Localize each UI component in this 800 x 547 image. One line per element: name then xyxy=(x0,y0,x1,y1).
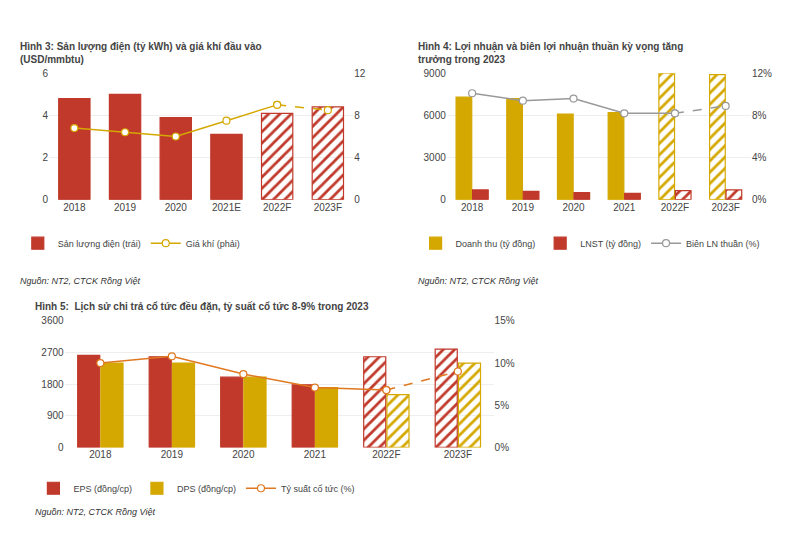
svg-text:4%: 4% xyxy=(752,152,767,163)
svg-text:5%: 5% xyxy=(495,400,510,411)
svg-text:LNST (tỷ đồng): LNST (tỷ đồng) xyxy=(580,239,641,249)
svg-text:0: 0 xyxy=(42,194,48,205)
svg-text:2020: 2020 xyxy=(232,449,255,460)
svg-text:0: 0 xyxy=(354,194,360,205)
svg-text:Nguồn: NT2, CTCK Rồng Việt: Nguồn: NT2, CTCK Rồng Việt xyxy=(418,276,538,286)
svg-text:2021: 2021 xyxy=(304,449,327,460)
svg-text:Hình 5: Lịch sử chi trả cổ tứ: Hình 5: Lịch sử chi trả cổ tức đều đặn, … xyxy=(35,301,369,313)
svg-text:Giá khí (phải): Giá khí (phải) xyxy=(186,239,240,249)
svg-text:Hình 4: Lợi nhuận và biên lợi: Hình 4: Lợi nhuận và biên lợi nhuận thuầ… xyxy=(418,41,683,65)
svg-text:2022F: 2022F xyxy=(263,202,291,213)
svg-text:2023F: 2023F xyxy=(444,449,472,460)
svg-text:2023F: 2023F xyxy=(314,202,342,213)
svg-text:2: 2 xyxy=(42,152,48,163)
svg-text:2021: 2021 xyxy=(613,202,636,213)
svg-text:Tỷ suất cổ tức (%): Tỷ suất cổ tức (%) xyxy=(281,484,355,494)
svg-text:1800: 1800 xyxy=(41,379,64,390)
svg-text:2018: 2018 xyxy=(461,202,484,213)
svg-text:0: 0 xyxy=(440,194,446,205)
svg-text:2021E: 2021E xyxy=(212,202,241,213)
svg-text:EPS (đồng/cp): EPS (đồng/cp) xyxy=(73,484,132,494)
svg-text:Hình 3: Sản lượng điện (tỷ kWh: Hình 3: Sản lượng điện (tỷ kWh) và giá k… xyxy=(20,41,262,65)
svg-text:0%: 0% xyxy=(752,194,767,205)
svg-text:9000: 9000 xyxy=(424,68,447,79)
svg-text:2023F: 2023F xyxy=(711,202,739,213)
svg-text:4: 4 xyxy=(354,152,360,163)
svg-text:Nguồn: NT2, CTCK Rồng Việt: Nguồn: NT2, CTCK Rồng Việt xyxy=(20,276,140,286)
svg-text:900: 900 xyxy=(47,410,64,421)
svg-text:2020: 2020 xyxy=(165,202,188,213)
svg-text:DPS (đồng/cp): DPS (đồng/cp) xyxy=(177,484,236,494)
svg-text:2700: 2700 xyxy=(41,347,64,358)
svg-text:10%: 10% xyxy=(495,358,515,369)
svg-text:8: 8 xyxy=(354,110,360,121)
svg-text:12: 12 xyxy=(354,68,366,79)
svg-text:3000: 3000 xyxy=(424,152,447,163)
svg-text:2018: 2018 xyxy=(63,202,86,213)
svg-text:8%: 8% xyxy=(752,110,767,121)
svg-text:2019: 2019 xyxy=(512,202,535,213)
svg-text:2019: 2019 xyxy=(161,449,184,460)
svg-text:Nguồn: NT2, CTCK Rồng Việt: Nguồn: NT2, CTCK Rồng Việt xyxy=(35,507,155,517)
svg-text:Sản lượng điện (trái): Sản lượng điện (trái) xyxy=(58,239,141,249)
svg-text:2018: 2018 xyxy=(89,449,112,460)
svg-text:2019: 2019 xyxy=(114,202,137,213)
svg-text:Biên LN thuần (%): Biên LN thuần (%) xyxy=(686,239,760,249)
svg-text:0%: 0% xyxy=(495,442,510,453)
svg-text:2022F: 2022F xyxy=(661,202,689,213)
svg-text:3600: 3600 xyxy=(41,315,64,326)
svg-text:2022F: 2022F xyxy=(372,449,400,460)
svg-text:15%: 15% xyxy=(495,315,515,326)
svg-text:4: 4 xyxy=(42,110,48,121)
svg-text:6000: 6000 xyxy=(424,110,447,121)
svg-text:0: 0 xyxy=(58,442,64,453)
svg-text:2020: 2020 xyxy=(562,202,585,213)
svg-text:12%: 12% xyxy=(752,68,772,79)
svg-text:Doanh thu (tỷ đồng): Doanh thu (tỷ đồng) xyxy=(456,239,536,249)
svg-text:6: 6 xyxy=(42,68,48,79)
